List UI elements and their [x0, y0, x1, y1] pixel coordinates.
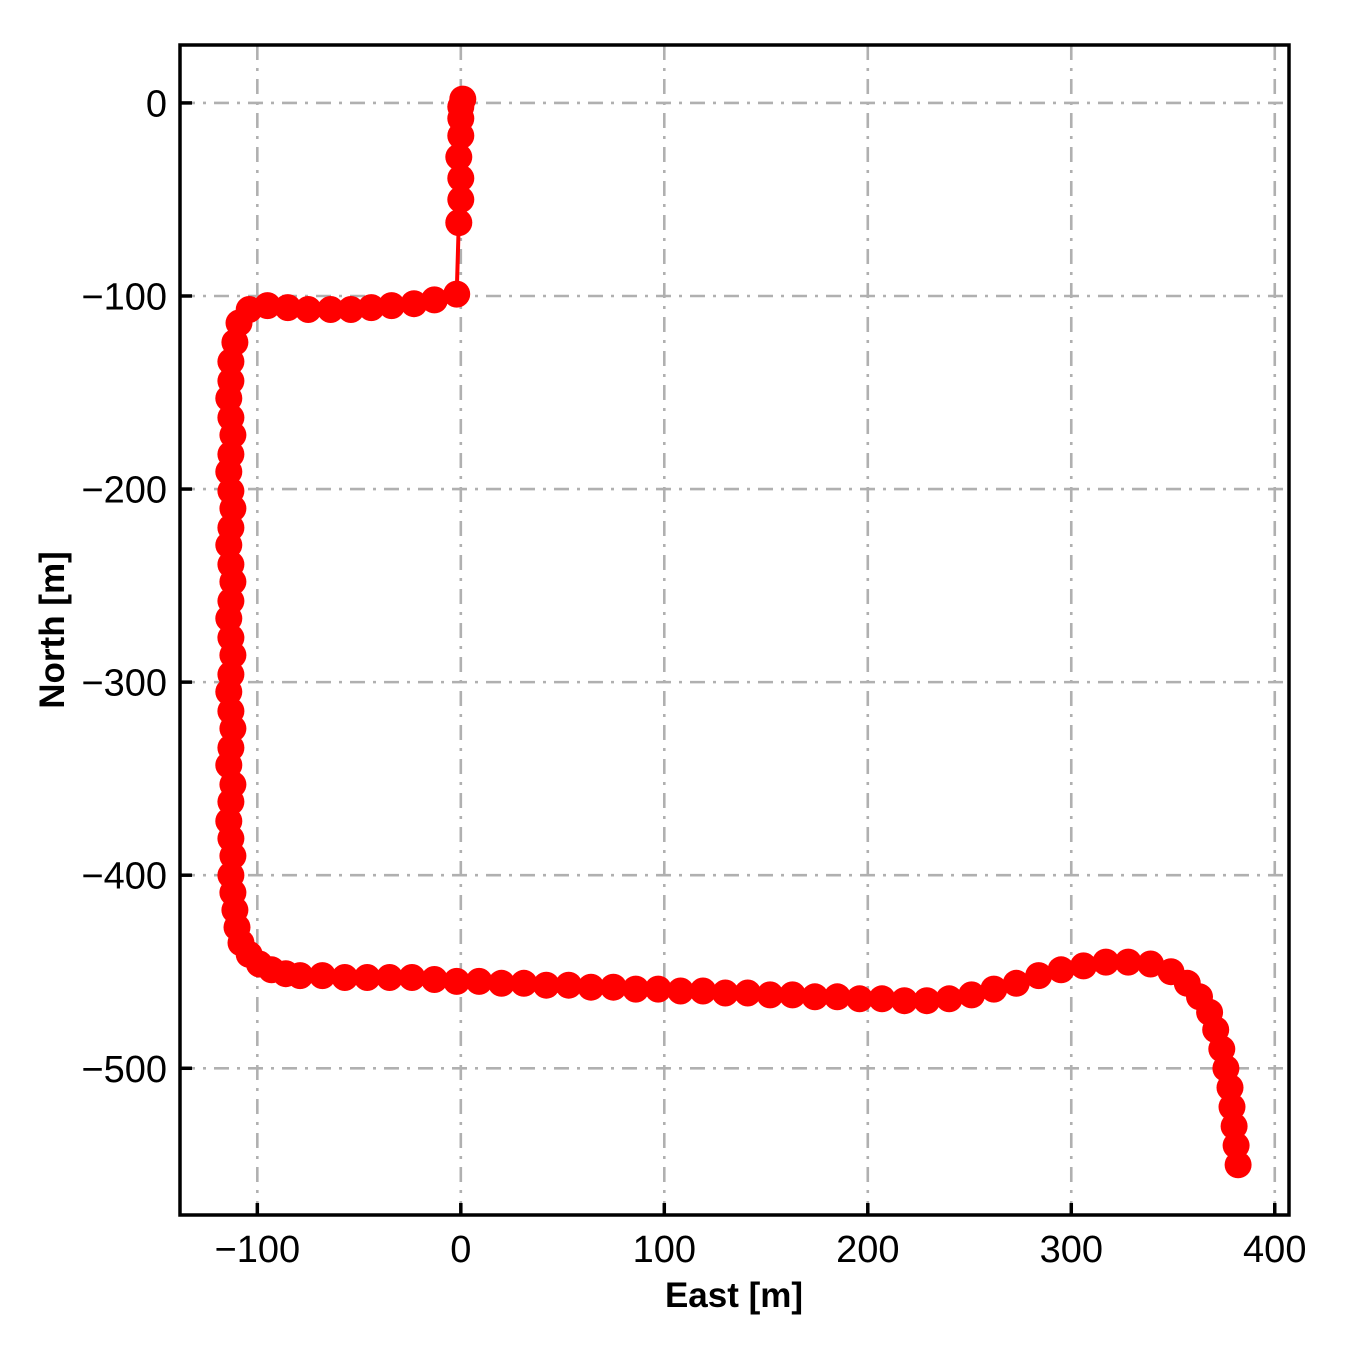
data-point [443, 967, 471, 995]
data-point [447, 186, 475, 213]
y-tick-labels: 0 −100 −200 −300 −400 −500 [81, 83, 167, 1090]
data-point [1047, 956, 1075, 984]
data-point [376, 964, 404, 991]
data-point [801, 983, 829, 1011]
data-point [890, 987, 918, 1015]
data-point [445, 143, 473, 171]
data-point [286, 962, 314, 990]
trajectory-line [226, 98, 1241, 1166]
data-point [337, 296, 365, 323]
y-tick-label: −200 [81, 470, 167, 512]
data-point [980, 975, 1008, 1003]
grid-lines [180, 45, 1289, 1215]
data-point [779, 981, 806, 1009]
axis-ticks [180, 101, 1277, 1215]
data-point [555, 971, 583, 999]
data-point [331, 964, 359, 991]
data-point [1224, 1151, 1252, 1179]
data-point [447, 122, 475, 150]
data-point [577, 973, 605, 1001]
x-tick-label: 0 [450, 1229, 471, 1271]
data-point [274, 294, 302, 322]
data-point [935, 985, 963, 1013]
data-point [217, 348, 245, 376]
data-point [644, 975, 672, 1003]
data-point [913, 987, 941, 1015]
data-point [689, 977, 717, 1005]
data-point [1137, 950, 1165, 978]
x-tick-label: −100 [215, 1229, 301, 1271]
x-tick-labels: −100 0 100 200 300 400 [215, 1229, 1307, 1271]
data-point [1025, 962, 1053, 990]
plot-border [178, 43, 1291, 1217]
data-point [734, 979, 762, 1007]
data-point [1002, 969, 1030, 997]
data-point [532, 971, 560, 999]
data-point [667, 977, 695, 1005]
data-point [1114, 948, 1142, 976]
data-point [420, 966, 448, 993]
data-point [400, 290, 428, 318]
y-tick-label: −300 [81, 663, 167, 705]
x-axis-label: East [m] [665, 1276, 803, 1315]
trajectory-points [215, 85, 1252, 1179]
data-point [846, 985, 874, 1013]
data-point [1092, 948, 1120, 976]
data-point [1070, 952, 1097, 980]
data-point [353, 964, 381, 991]
data-point [711, 979, 739, 1007]
y-tick-label: −100 [81, 276, 167, 318]
y-axis-label: North [m] [33, 551, 72, 708]
data-point [443, 280, 471, 308]
data-point [465, 967, 493, 995]
data-point [868, 985, 896, 1013]
x-tick-label: 400 [1243, 1229, 1306, 1271]
data-point [398, 964, 426, 991]
data-point [317, 296, 345, 323]
x-tick-label: 200 [836, 1229, 899, 1271]
data-point [599, 973, 627, 1001]
data-point [510, 969, 538, 997]
data-point [445, 209, 473, 237]
y-tick-label: −400 [81, 856, 167, 898]
data-point [308, 962, 336, 990]
data-point [294, 296, 322, 323]
data-point [447, 164, 475, 192]
data-point [357, 294, 385, 322]
data-point [622, 975, 650, 1003]
data-point [378, 292, 406, 320]
y-tick-label: −500 [81, 1049, 167, 1091]
data-point [420, 286, 448, 314]
x-tick-label: 300 [1040, 1229, 1103, 1271]
x-tick-label: 100 [633, 1229, 696, 1271]
data-point [823, 983, 851, 1011]
y-tick-label: 0 [146, 83, 167, 125]
data-point [958, 981, 986, 1009]
data-point [756, 981, 784, 1009]
data-point [488, 969, 515, 997]
